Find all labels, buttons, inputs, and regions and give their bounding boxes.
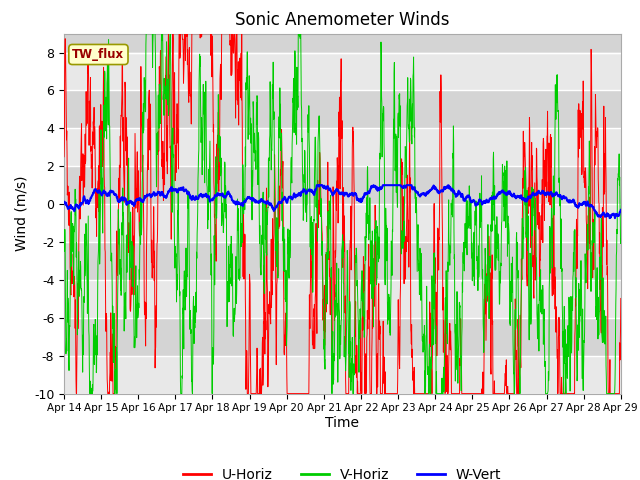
Legend: U-Horiz, V-Horiz, W-Vert: U-Horiz, V-Horiz, W-Vert: [178, 462, 507, 480]
Bar: [64, 90, 621, 128]
Title: Sonic Anemometer Winds: Sonic Anemometer Winds: [235, 11, 450, 29]
Bar: [64, 128, 621, 166]
Y-axis label: Wind (m/s): Wind (m/s): [14, 176, 28, 252]
Bar: [64, 52, 621, 90]
Bar: [64, 318, 621, 356]
Bar: [64, 204, 621, 242]
Bar: [64, 242, 621, 280]
Bar: [64, 15, 621, 52]
Bar: [64, 166, 621, 204]
Bar: [64, 280, 621, 318]
Bar: [64, 356, 621, 394]
Text: TW_flux: TW_flux: [72, 48, 124, 61]
X-axis label: Time: Time: [325, 416, 360, 430]
